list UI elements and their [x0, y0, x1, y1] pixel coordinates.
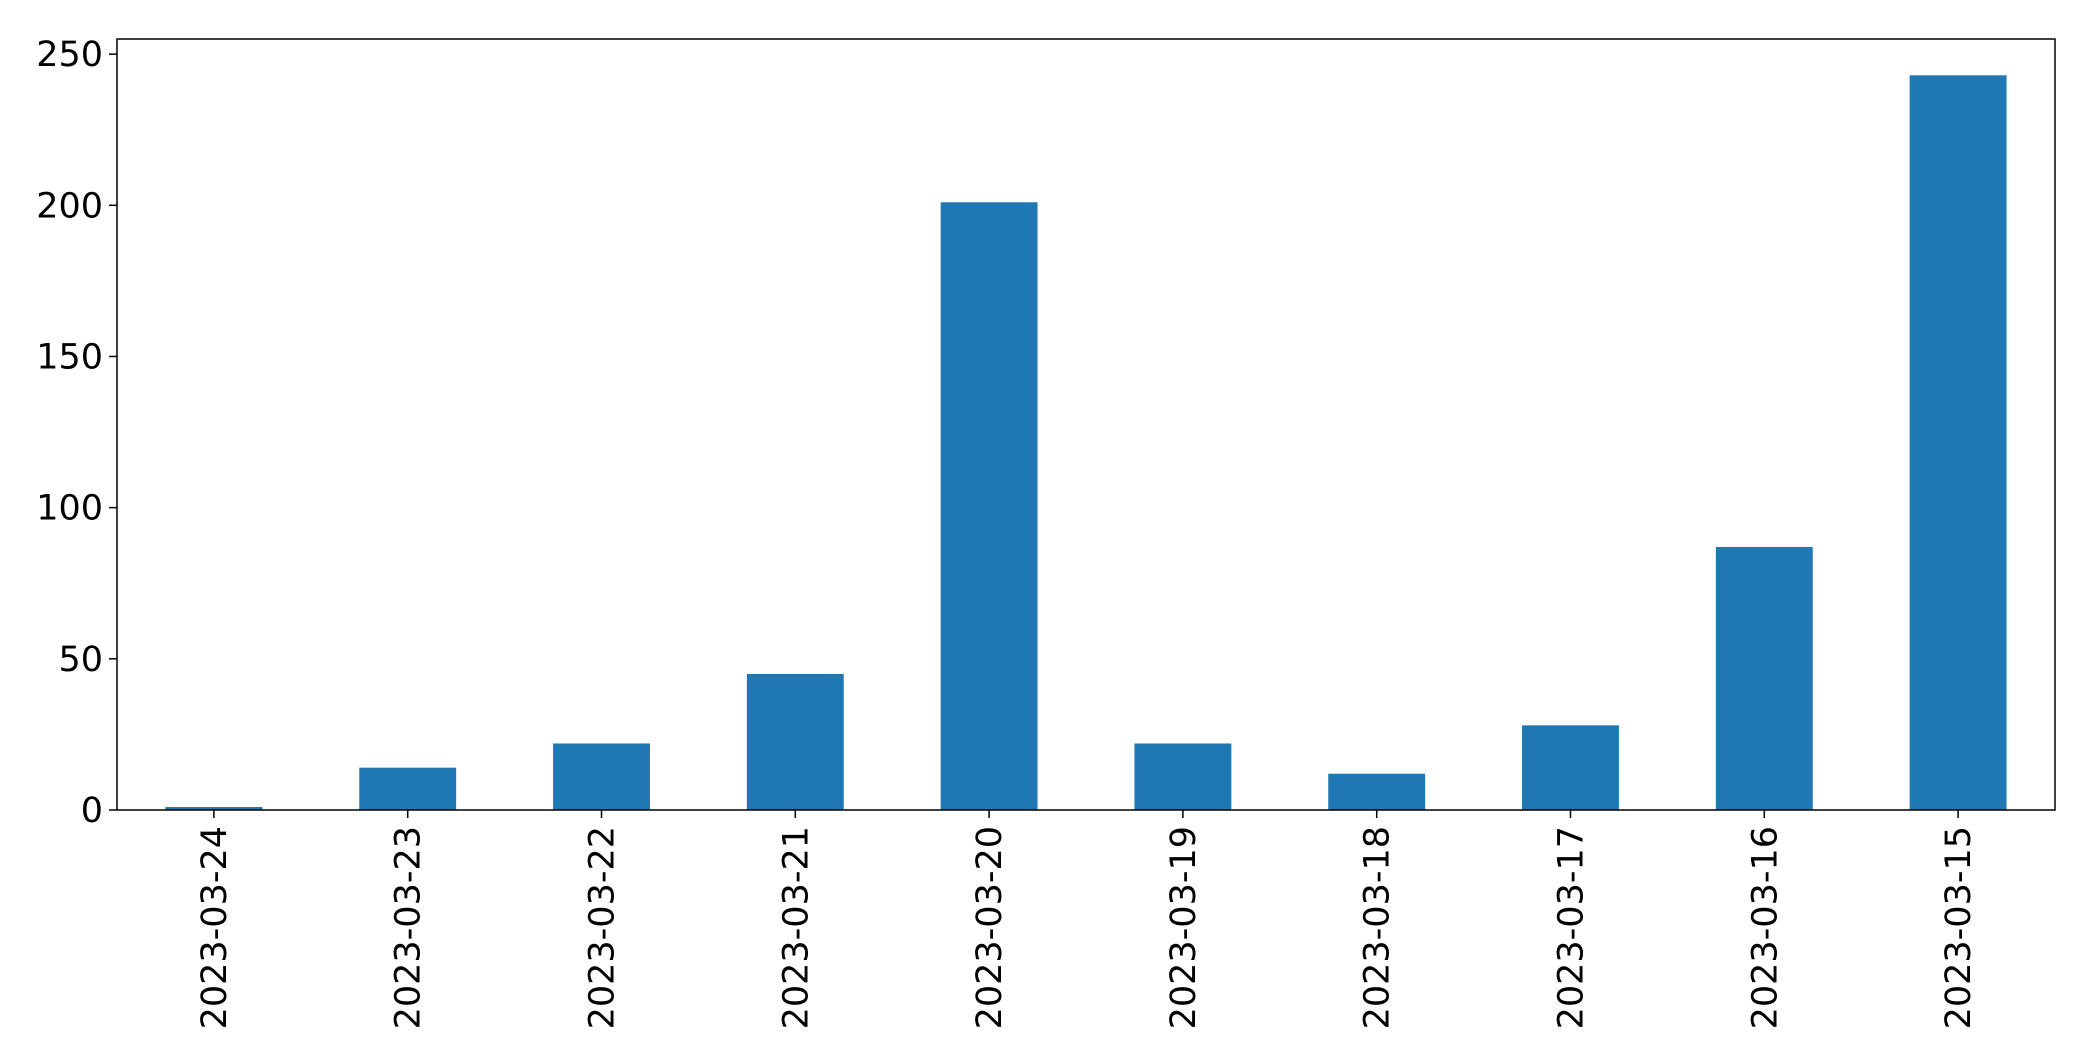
- x-tick-label: 2023-03-22: [583, 826, 623, 1029]
- y-tick-label: 50: [58, 640, 103, 680]
- bars-group: [165, 75, 2007, 811]
- y-tick-label: 0: [81, 791, 103, 831]
- bar-2023-03-21: [746, 673, 844, 810]
- x-tick-label: 2023-03-21: [776, 826, 816, 1029]
- x-tick-label: 2023-03-16: [1745, 826, 1785, 1029]
- y-axis: 0 50 100 150 200 250: [36, 35, 117, 831]
- x-tick-label: 2023-03-17: [1552, 826, 1592, 1029]
- y-tick-label: 100: [36, 489, 103, 529]
- x-tick-label: 2023-03-15: [1939, 826, 1979, 1029]
- x-tick-label: 2023-03-23: [389, 826, 429, 1029]
- y-tick-label: 200: [36, 186, 103, 226]
- bar-2023-03-16: [1715, 546, 1813, 810]
- plot-frame: [116, 38, 2056, 811]
- bar-2023-03-15: [1909, 75, 2007, 811]
- x-axis: 2023-03-24 2023-03-23 2023-03-22 2023-03-21…: [195, 810, 1979, 1029]
- y-tick-label: 250: [36, 35, 103, 75]
- bar-2023-03-20: [940, 202, 1038, 811]
- bar-2023-03-22: [553, 743, 650, 810]
- bar-2023-03-24: [165, 806, 263, 810]
- bar-2023-03-19: [1134, 743, 1232, 810]
- bar-2023-03-18: [1328, 773, 1426, 810]
- bar-2023-03-17: [1522, 725, 1619, 810]
- x-tick-label: 2023-03-24: [195, 826, 235, 1029]
- x-tick-label: 2023-03-20: [970, 826, 1010, 1029]
- y-tick-label: 150: [36, 337, 103, 377]
- x-tick-label: 2023-03-19: [1164, 826, 1204, 1029]
- x-tick-label: 2023-03-18: [1358, 826, 1398, 1029]
- bar-2023-03-23: [359, 767, 457, 810]
